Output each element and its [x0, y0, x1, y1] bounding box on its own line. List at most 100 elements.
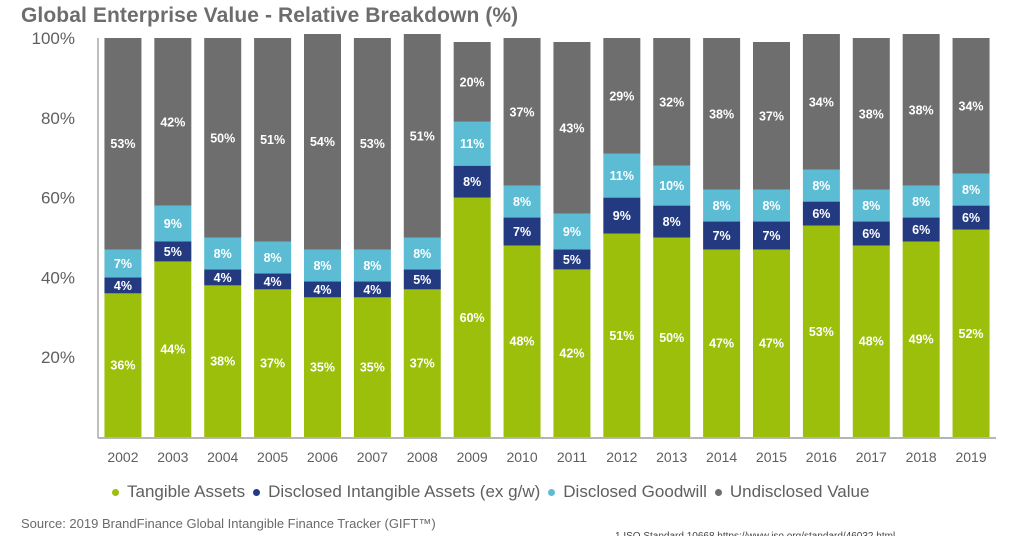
bar-segment-undisclosed-value: [902, 34, 940, 186]
bar-segment-tangible-assets: [503, 245, 541, 437]
data-label: 34%: [809, 95, 834, 109]
y-tick-label: 40%: [41, 268, 75, 287]
x-tick-label: 2010: [506, 449, 537, 465]
data-label: 20%: [460, 75, 485, 89]
data-label: 8%: [513, 195, 531, 209]
data-label: 38%: [909, 103, 934, 117]
bar-segment-tangible-assets: [553, 269, 591, 437]
source-note: Source: 2019 BrandFinance Global Intangi…: [21, 516, 436, 531]
bar-segment-tangible-assets: [453, 197, 491, 437]
legend-label: Disclosed Goodwill: [563, 482, 707, 501]
data-label: 8%: [663, 215, 681, 229]
bar-segment-disclosed-goodwill: [753, 189, 790, 222]
bar-segment-disclosed-goodwill: [802, 169, 840, 202]
data-label: 50%: [210, 131, 235, 145]
legend-dot-icon: [112, 488, 119, 496]
bar-segment-disclosed-intangible-assets-ex-g-w: [353, 281, 391, 298]
data-label: 7%: [713, 229, 731, 243]
bar-segment-undisclosed-value: [703, 38, 741, 190]
bar-segment-disclosed-intangible-assets-ex-g-w: [453, 165, 491, 198]
data-label: 9%: [563, 225, 581, 239]
bar-segment-disclosed-intangible-assets-ex-g-w: [753, 221, 790, 250]
bar-segment-tangible-assets: [703, 249, 741, 437]
bar-segment-disclosed-intangible-assets-ex-g-w: [553, 249, 591, 270]
legend-item-goodwill: Disclosed Goodwill: [548, 482, 707, 502]
data-label: 10%: [659, 179, 684, 193]
data-label: 38%: [210, 355, 235, 369]
chart-title: Global Enterprise Value - Relative Break…: [21, 4, 519, 27]
data-label: 9%: [613, 209, 631, 223]
data-label: 34%: [959, 99, 984, 113]
bar-segment-disclosed-goodwill: [453, 121, 491, 166]
x-tick-label: 2011: [557, 449, 587, 465]
bar-segment-disclosed-intangible-assets-ex-g-w: [902, 217, 940, 242]
data-label: 48%: [510, 335, 535, 349]
data-label: 8%: [713, 199, 731, 213]
bar-segment-undisclosed-value: [304, 34, 341, 250]
x-tick-label: 2014: [706, 449, 737, 465]
bar-segment-disclosed-intangible-assets-ex-g-w: [204, 269, 242, 286]
data-label: 11%: [460, 137, 484, 151]
bar-segment-disclosed-intangible-assets-ex-g-w: [403, 269, 441, 290]
data-label: 4%: [363, 283, 381, 297]
bar-segment-tangible-assets: [154, 261, 192, 437]
data-label: 4%: [214, 271, 232, 285]
bar-segment-tangible-assets: [603, 233, 641, 437]
data-label: 8%: [313, 259, 331, 273]
bar-segment-disclosed-intangible-assets-ex-g-w: [254, 273, 292, 290]
bar-segment-disclosed-intangible-assets-ex-g-w: [952, 205, 990, 230]
data-label: 37%: [759, 109, 784, 123]
x-tick-label: 2002: [107, 449, 138, 465]
data-label: 8%: [264, 251, 282, 265]
x-tick-label: 2016: [806, 449, 837, 465]
data-label: 8%: [962, 183, 980, 197]
x-tick-label: 2008: [407, 449, 438, 465]
data-label: 53%: [360, 137, 385, 151]
data-label: 8%: [912, 195, 930, 209]
bar-segment-tangible-assets: [902, 241, 940, 437]
bar-segment-tangible-assets: [952, 229, 990, 437]
data-label: 54%: [310, 135, 335, 149]
data-label: 38%: [859, 107, 884, 121]
x-tick-label: 2018: [906, 449, 937, 465]
data-label: 49%: [909, 333, 934, 347]
bar-segment-undisclosed-value: [503, 38, 541, 186]
data-label: 5%: [164, 245, 182, 259]
legend-dot-icon: [253, 488, 261, 496]
bar-segment-disclosed-goodwill: [553, 213, 591, 250]
data-label: 47%: [759, 337, 784, 351]
legend-item-tangible: Tangible Assets: [112, 482, 245, 502]
bar-segment-disclosed-goodwill: [503, 185, 541, 218]
bar-segment-tangible-assets: [653, 237, 691, 437]
data-label: 44%: [160, 343, 185, 357]
bar-segment-undisclosed-value: [453, 41, 491, 122]
legend-label: Undisclosed Value: [729, 482, 870, 501]
x-tick-label: 2013: [656, 449, 687, 465]
bar-segment-disclosed-goodwill: [104, 249, 142, 278]
data-label: 29%: [609, 89, 634, 103]
data-label: 5%: [413, 273, 431, 287]
bar-segment-disclosed-goodwill: [353, 249, 391, 282]
bar-segment-disclosed-intangible-assets-ex-g-w: [304, 281, 341, 298]
bar-segment-undisclosed-value: [653, 38, 691, 166]
y-tick-label: 100%: [32, 29, 75, 48]
bar-segment-tangible-assets: [802, 225, 840, 437]
bar-segment-undisclosed-value: [753, 41, 790, 190]
x-tick-label: 2005: [257, 449, 288, 465]
x-tick-label: 2017: [856, 449, 887, 465]
bar-segment-disclosed-goodwill: [603, 153, 641, 198]
bar-segment-disclosed-goodwill: [204, 237, 242, 270]
data-label: 47%: [709, 337, 734, 351]
bar-segment-tangible-assets: [753, 249, 790, 437]
data-label: 4%: [264, 275, 282, 289]
bar-segment-disclosed-intangible-assets-ex-g-w: [703, 221, 741, 250]
bar-segment-undisclosed-value: [254, 38, 292, 242]
bar-segment-disclosed-goodwill: [403, 237, 441, 270]
bar-segment-disclosed-intangible-assets-ex-g-w: [603, 197, 641, 234]
bar-segment-disclosed-goodwill: [154, 205, 192, 242]
legend: Tangible Assets Disclosed Intangible Ass…: [112, 482, 877, 502]
data-label: 4%: [313, 283, 331, 297]
x-tick-label: 2006: [307, 449, 338, 465]
data-label: 7%: [114, 257, 132, 271]
data-label: 48%: [859, 335, 884, 349]
